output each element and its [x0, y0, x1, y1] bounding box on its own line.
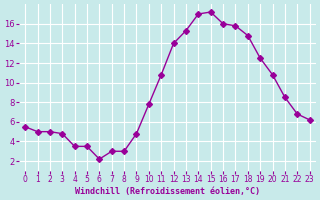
X-axis label: Windchill (Refroidissement éolien,°C): Windchill (Refroidissement éolien,°C) [75, 187, 260, 196]
